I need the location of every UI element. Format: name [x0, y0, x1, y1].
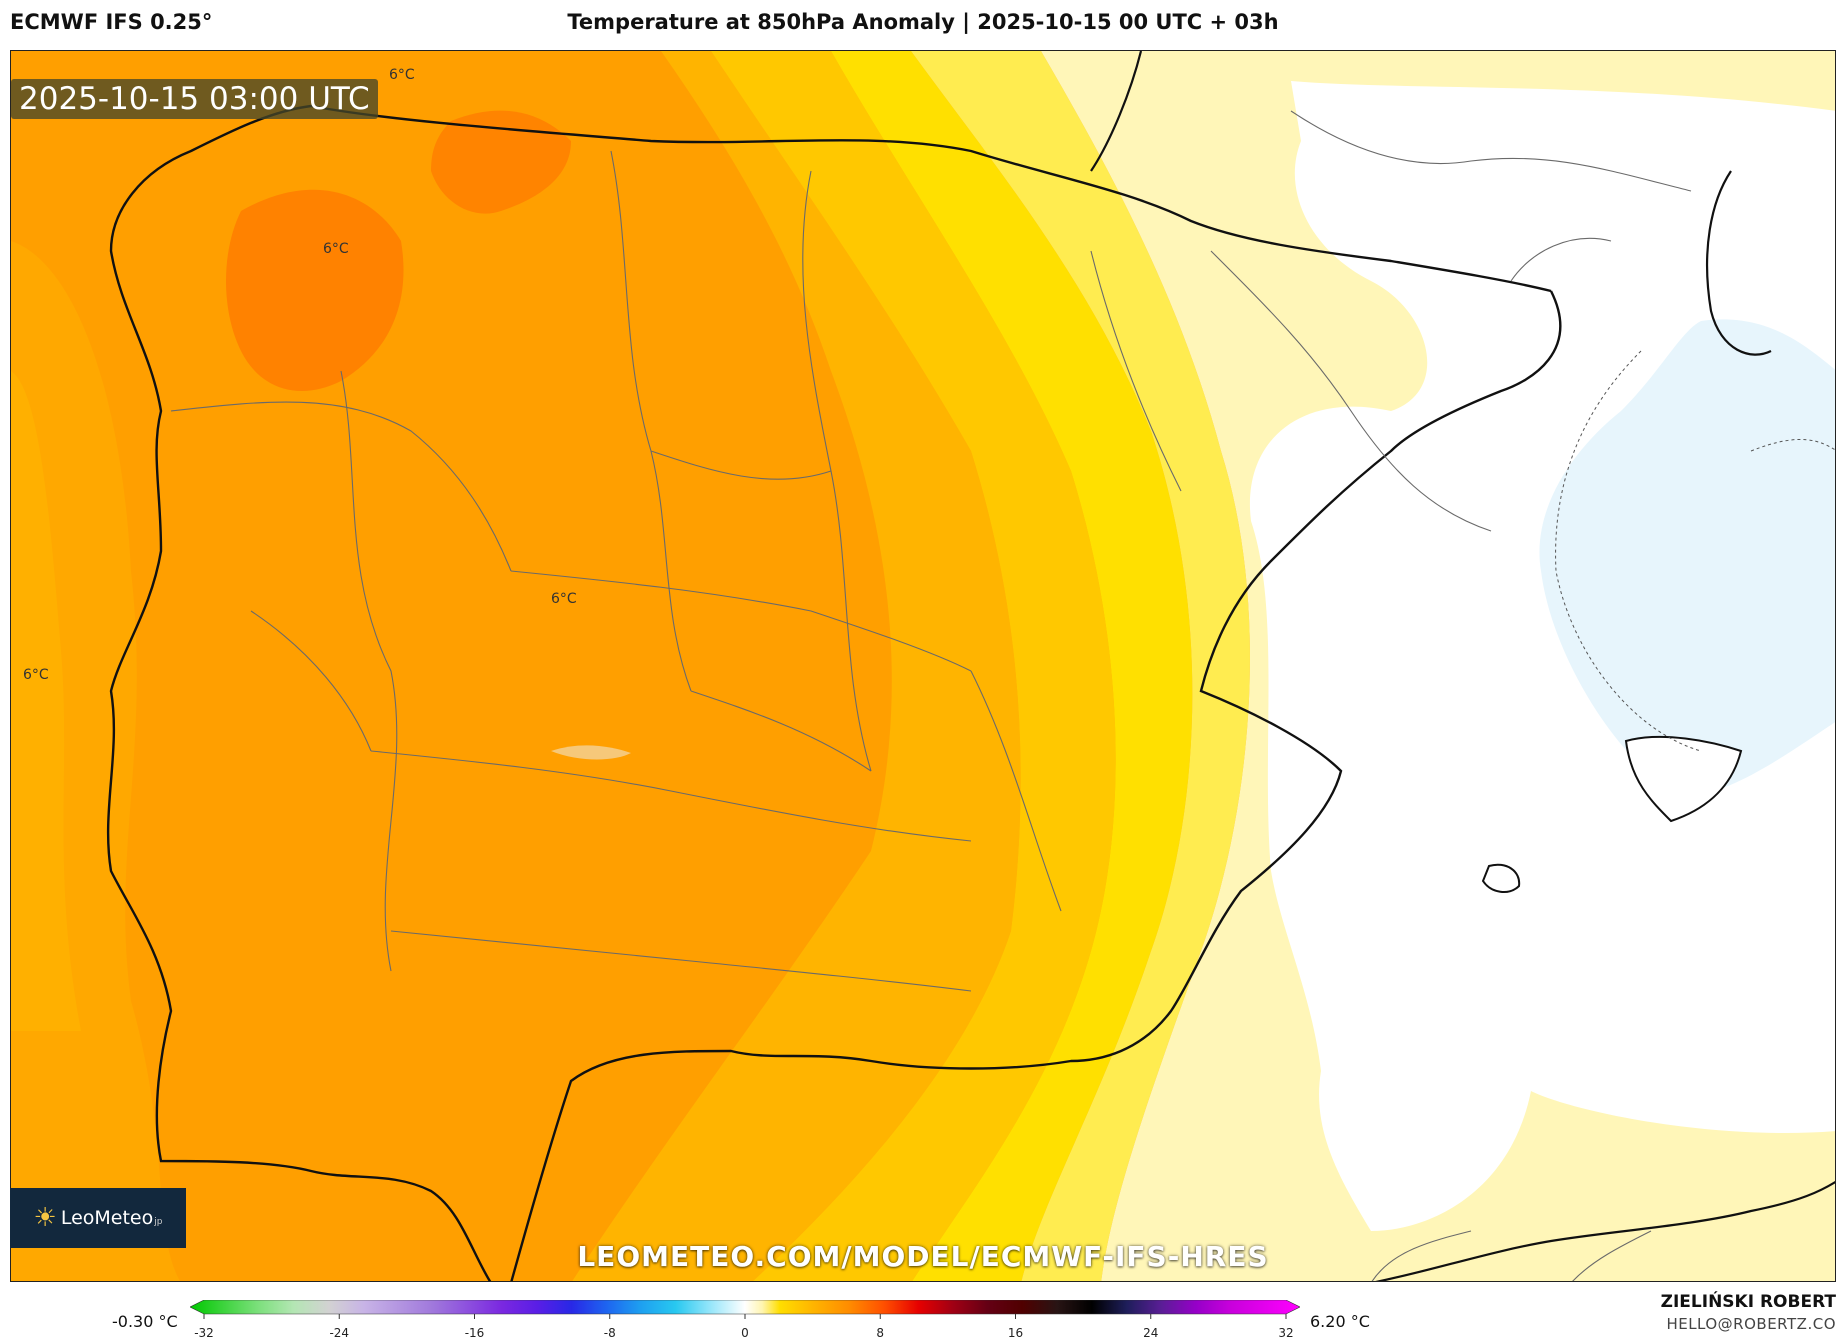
isoline-label: 6°C: [323, 241, 349, 257]
colorbar-tick-label: -24: [329, 1326, 350, 1340]
colorbar-tick-label: 32: [1278, 1326, 1294, 1340]
field-yellow-light: [911, 51, 1250, 1281]
leometeo-logo[interactable]: ☀ LeoMeteo jp: [10, 1188, 186, 1248]
colorbar-svg: [189, 1299, 1301, 1319]
isoline-label: 6°C: [23, 667, 49, 683]
colorbar-tick-label: -32: [194, 1326, 214, 1340]
logo-text: LeoMeteo: [60, 1207, 154, 1229]
island-mallorca: [1624, 735, 1743, 823]
colorbar-min-label: -0.30 °C: [112, 1312, 178, 1331]
field-amber: [711, 51, 1116, 1281]
admin-borders: [170, 110, 1692, 1281]
colorbar-tick-label: 16: [1007, 1326, 1024, 1340]
field-orange-light: [572, 51, 1021, 1281]
colorbar-tick-label: -16: [464, 1326, 485, 1340]
author-email[interactable]: HELLO@ROBERTZ.CO: [1666, 1315, 1836, 1333]
isoline-label: 6°C: [551, 591, 577, 607]
model-name: ECMWF IFS 0.25°: [10, 10, 213, 34]
field-yellow: [831, 51, 1193, 1281]
africa-coastline: [1375, 1180, 1835, 1281]
sun-icon: ☀: [33, 1203, 57, 1233]
map-panel: 2025-10-15 03:00 UTC 6°C 6°C 6°C 6°C: [10, 50, 1836, 1282]
isoline-label: 6°C: [389, 67, 415, 83]
watermark-url: LEOMETEO.COM/MODEL/ECMWF-IFS-HRES: [577, 1240, 1269, 1273]
colorbar-max-label: 6.20 °C: [1310, 1312, 1370, 1331]
contour-dotted: [1555, 350, 1835, 752]
logo-suffix: jp: [154, 1217, 163, 1227]
anomaly-map: [11, 51, 1835, 1281]
field-dark-orange-nw: [226, 189, 404, 391]
france-coastline: [1090, 51, 1772, 356]
colorbar-tick-label: -8: [603, 1326, 616, 1340]
island-ibiza: [1481, 863, 1521, 893]
author-name: ZIELIŃSKI ROBERT: [1660, 1292, 1836, 1312]
reservoir: [551, 745, 631, 760]
field-dark-orange-n: [431, 110, 571, 214]
field-light-blue: [1539, 319, 1835, 795]
colorbar-tick-label: 0: [741, 1326, 749, 1340]
colorbar-tick-label: 8: [876, 1326, 885, 1340]
colorbar-gradient: [189, 1299, 1301, 1315]
colorbar-tick-label: 24: [1143, 1326, 1159, 1340]
iberia-coastline: [106, 104, 1562, 1281]
timestamp-badge: 2025-10-15 03:00 UTC: [11, 79, 378, 119]
field-atlantic-inner: [11, 371, 81, 1031]
map-title: Temperature at 850hPa Anomaly | 2025-10-…: [567, 10, 1279, 34]
